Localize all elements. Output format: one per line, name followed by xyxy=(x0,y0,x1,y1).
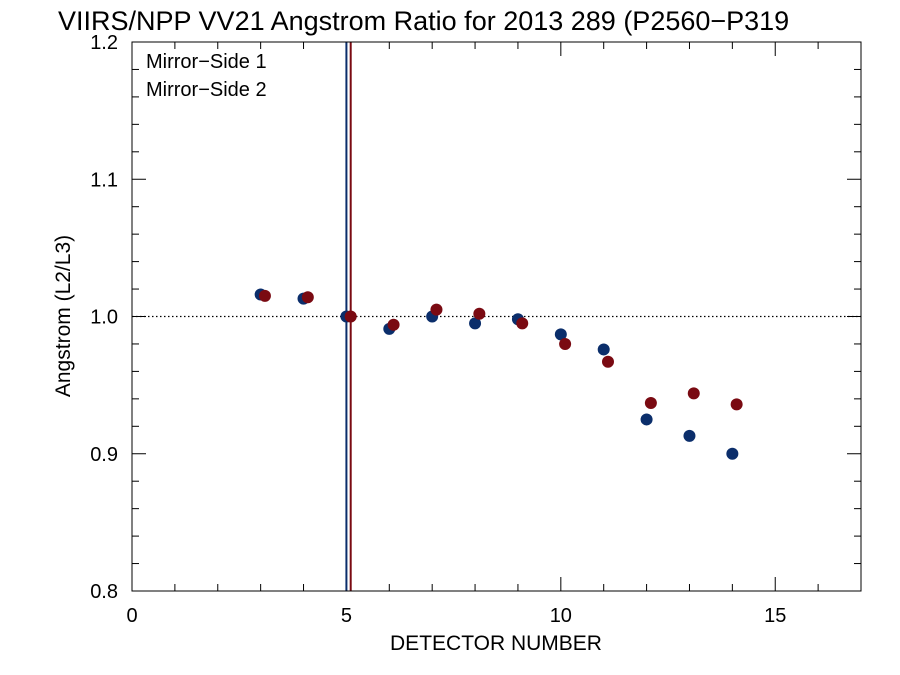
data-point-mirror-side-2 xyxy=(644,396,657,409)
data-point-mirror-side-2 xyxy=(473,307,486,320)
data-point-mirror-side-2 xyxy=(687,387,700,400)
x-tick-label: 15 xyxy=(764,605,786,627)
x-axis-label: DETECTOR NUMBER xyxy=(390,632,602,655)
legend-entry-mirror-side-1: Mirror−Side 1 xyxy=(146,51,267,73)
y-tick-label: 0.8 xyxy=(90,581,118,603)
data-point-mirror-side-2 xyxy=(559,337,572,350)
data-point-mirror-side-2 xyxy=(387,318,400,331)
data-point-mirror-side-2 xyxy=(430,303,443,316)
data-point-mirror-side-1 xyxy=(726,447,739,460)
data-point-mirror-side-1 xyxy=(683,429,696,442)
data-points xyxy=(254,288,743,460)
data-point-mirror-side-2 xyxy=(730,398,743,411)
data-point-mirror-side-2 xyxy=(301,291,314,304)
data-point-mirror-side-1 xyxy=(554,328,567,341)
data-point-mirror-side-2 xyxy=(516,317,529,330)
x-tick-label: 0 xyxy=(126,605,137,627)
data-point-mirror-side-2 xyxy=(601,355,614,368)
plot-frame xyxy=(131,41,862,592)
y-tick-label: 1.0 xyxy=(90,307,118,329)
legend: Mirror−Side 1 Mirror−Side 2 xyxy=(146,51,267,101)
tick-labels: 0 5 10 15 0.8 0.9 1.0 1.1 1.2 xyxy=(90,32,786,627)
data-point-mirror-side-1 xyxy=(469,317,482,330)
x-tick-label: 5 xyxy=(341,605,352,627)
y-tick-label: 1.2 xyxy=(90,32,118,54)
chart-title: VIIRS/NPP VV21 Angstrom Ratio for 2013 2… xyxy=(58,6,789,36)
data-point-mirror-side-2 xyxy=(344,310,357,323)
data-point-mirror-side-2 xyxy=(258,289,271,302)
y-tick-label: 1.1 xyxy=(90,169,118,191)
y-axis-label: Angstrom (L2/L3) xyxy=(52,235,75,397)
data-point-mirror-side-1 xyxy=(597,343,610,356)
data-point-mirror-side-1 xyxy=(640,413,653,426)
x-tick-label: 10 xyxy=(550,605,572,627)
y-tick-label: 0.9 xyxy=(90,444,118,466)
legend-entry-mirror-side-2: Mirror−Side 2 xyxy=(146,79,267,101)
